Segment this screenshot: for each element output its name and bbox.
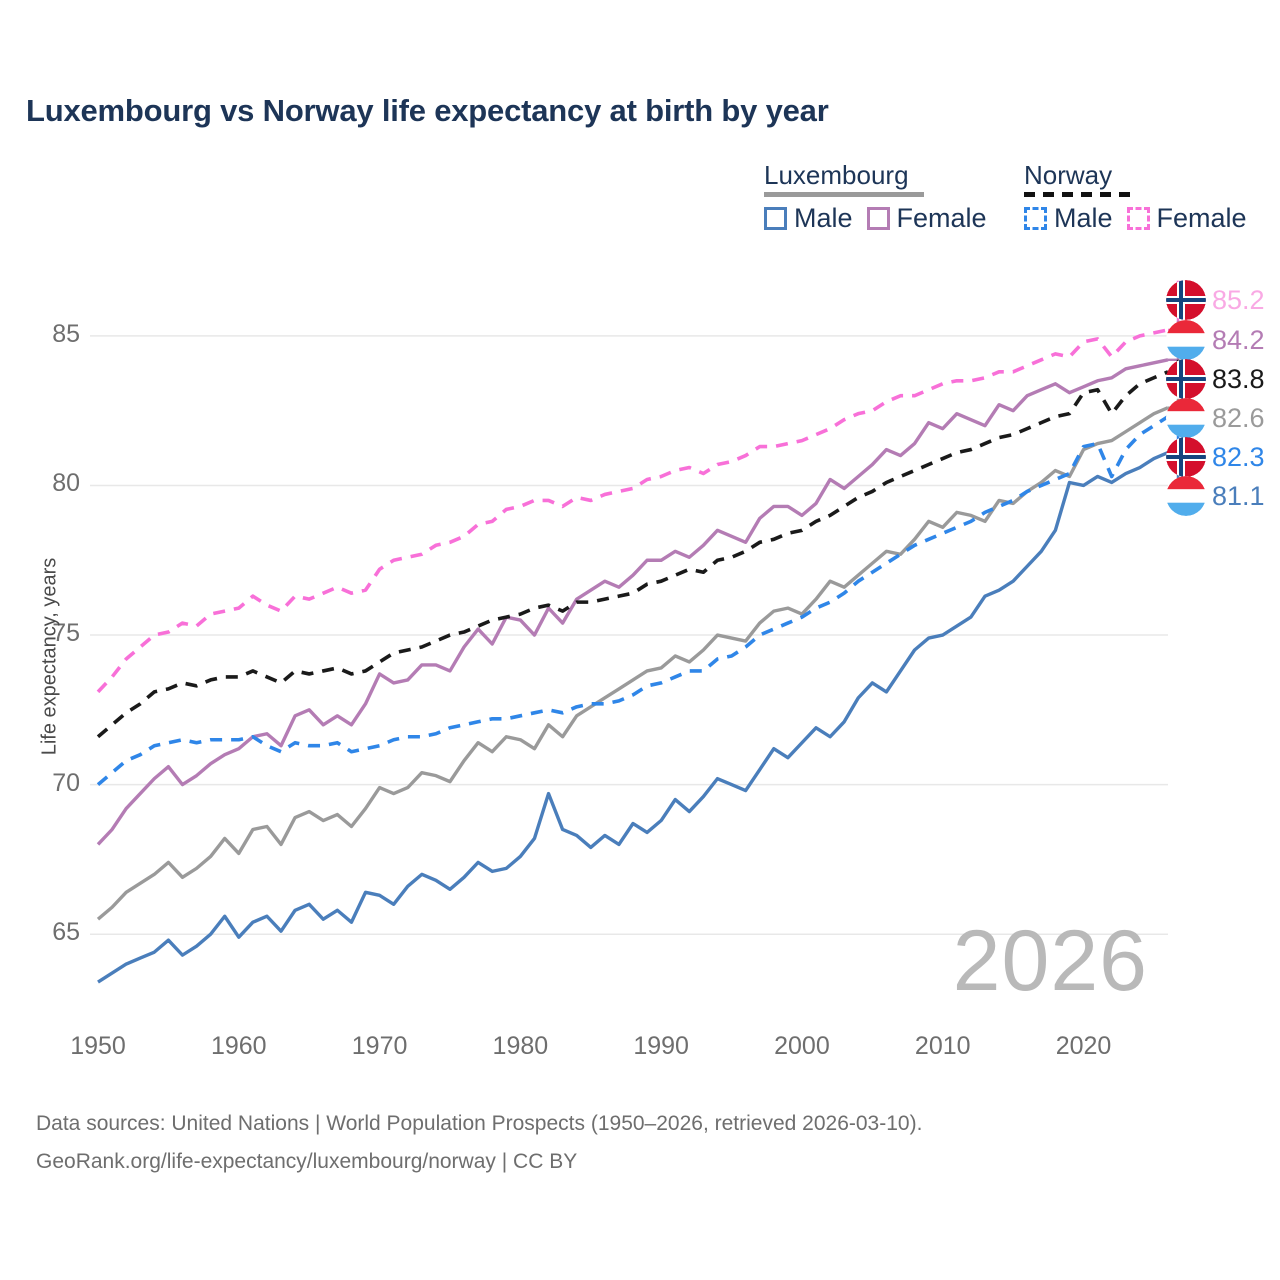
endpoint-value: 81.1 (1212, 480, 1265, 511)
legend-country-norway: Norway (1024, 160, 1113, 190)
x-axis-tick: 2020 (1055, 1032, 1112, 1060)
year-watermark: 2026 (952, 913, 1148, 1009)
legend-country-luxembourg: Luxembourg (764, 160, 909, 190)
x-axis-tick: 1980 (492, 1032, 549, 1060)
legend-swatch-icon (866, 207, 890, 230)
x-axis-tick: 1970 (351, 1032, 408, 1060)
legend-swatch-icon (1024, 207, 1047, 230)
legend-item-norway-female[interactable]: Female (1126, 203, 1247, 234)
endpoint-value: 85.2 (1212, 284, 1265, 315)
series-line-norway-total (96, 370, 1169, 739)
y-axis-tick: 85 (52, 319, 80, 348)
legend-swatch-icon (764, 207, 787, 230)
endpoint-luxembourg-male: 81.1 (1166, 474, 1265, 518)
endpoint-luxembourg-female: 84.2 (1166, 318, 1265, 362)
footer-line-1: Data sources: United Nations | World Pop… (36, 1112, 923, 1135)
legend-rule-luxembourg (764, 192, 924, 197)
endpoint-value: 82.6 (1212, 402, 1265, 433)
x-axis-tick: 1960 (210, 1032, 267, 1060)
series-line-luxembourg-female (96, 358, 1169, 846)
norway-flag-icon (1166, 280, 1206, 320)
page-title: Luxembourg vs Norway life expectancy at … (26, 93, 829, 128)
series-line-luxembourg-total (96, 406, 1169, 921)
endpoint-norway-female: 85.2 (1166, 278, 1265, 322)
y-axis-tick: 70 (52, 768, 80, 797)
endpoint-norway-total: 83.8 (1166, 357, 1265, 401)
footer-line-2: GeoRank.org/life-expectancy/luxembourg/n… (36, 1150, 578, 1173)
y-axis-tick: 75 (52, 619, 80, 648)
legend-label-luxembourg-female: Female (896, 203, 987, 233)
endpoint-luxembourg-total: 82.6 (1166, 396, 1265, 440)
y-axis-label: Life expectancy, years (38, 557, 61, 756)
series-line-norway-female (96, 328, 1169, 694)
luxembourg-flag-icon (1166, 476, 1206, 516)
endpoint-value: 84.2 (1212, 324, 1265, 355)
legend-item-luxembourg-male[interactable]: Male (764, 203, 853, 234)
legend-swatch-icon (1126, 207, 1150, 230)
luxembourg-flag-icon (1166, 320, 1206, 360)
legend-item-luxembourg-female[interactable]: Female (866, 203, 987, 234)
endpoint-value: 82.3 (1212, 441, 1265, 472)
legend-item-norway-male[interactable]: Male (1024, 203, 1113, 234)
legend-rule-norway (1024, 192, 1131, 197)
legend-label-luxembourg-male: Male (794, 203, 853, 233)
series-line-norway-male (96, 415, 1169, 786)
series-line-luxembourg-male (97, 450, 1169, 984)
luxembourg-flag-icon (1166, 398, 1206, 438)
x-axis-tick: 2010 (914, 1032, 971, 1060)
legend-group-luxembourg: Luxembourg Male Female (764, 160, 1001, 234)
footer-credits: Data sources: United Nations | World Pop… (36, 1105, 922, 1181)
y-axis-tick: 65 (52, 918, 80, 947)
endpoint-norway-male: 82.3 (1166, 435, 1265, 479)
chart-legend: Luxembourg Male Female Norway Male (755, 160, 1255, 245)
x-axis-tick: 2000 (774, 1032, 830, 1060)
endpoint-value: 83.8 (1212, 363, 1265, 394)
x-axis-tick: 1950 (70, 1032, 126, 1060)
legend-group-norway: Norway Male Female (1024, 160, 1261, 234)
legend-label-norway-female: Female (1156, 203, 1247, 233)
x-axis-tick: 1990 (633, 1032, 689, 1060)
y-axis-tick: 80 (52, 469, 80, 498)
norway-flag-icon (1166, 437, 1206, 477)
legend-label-norway-male: Male (1054, 203, 1113, 233)
norway-flag-icon (1166, 359, 1206, 399)
